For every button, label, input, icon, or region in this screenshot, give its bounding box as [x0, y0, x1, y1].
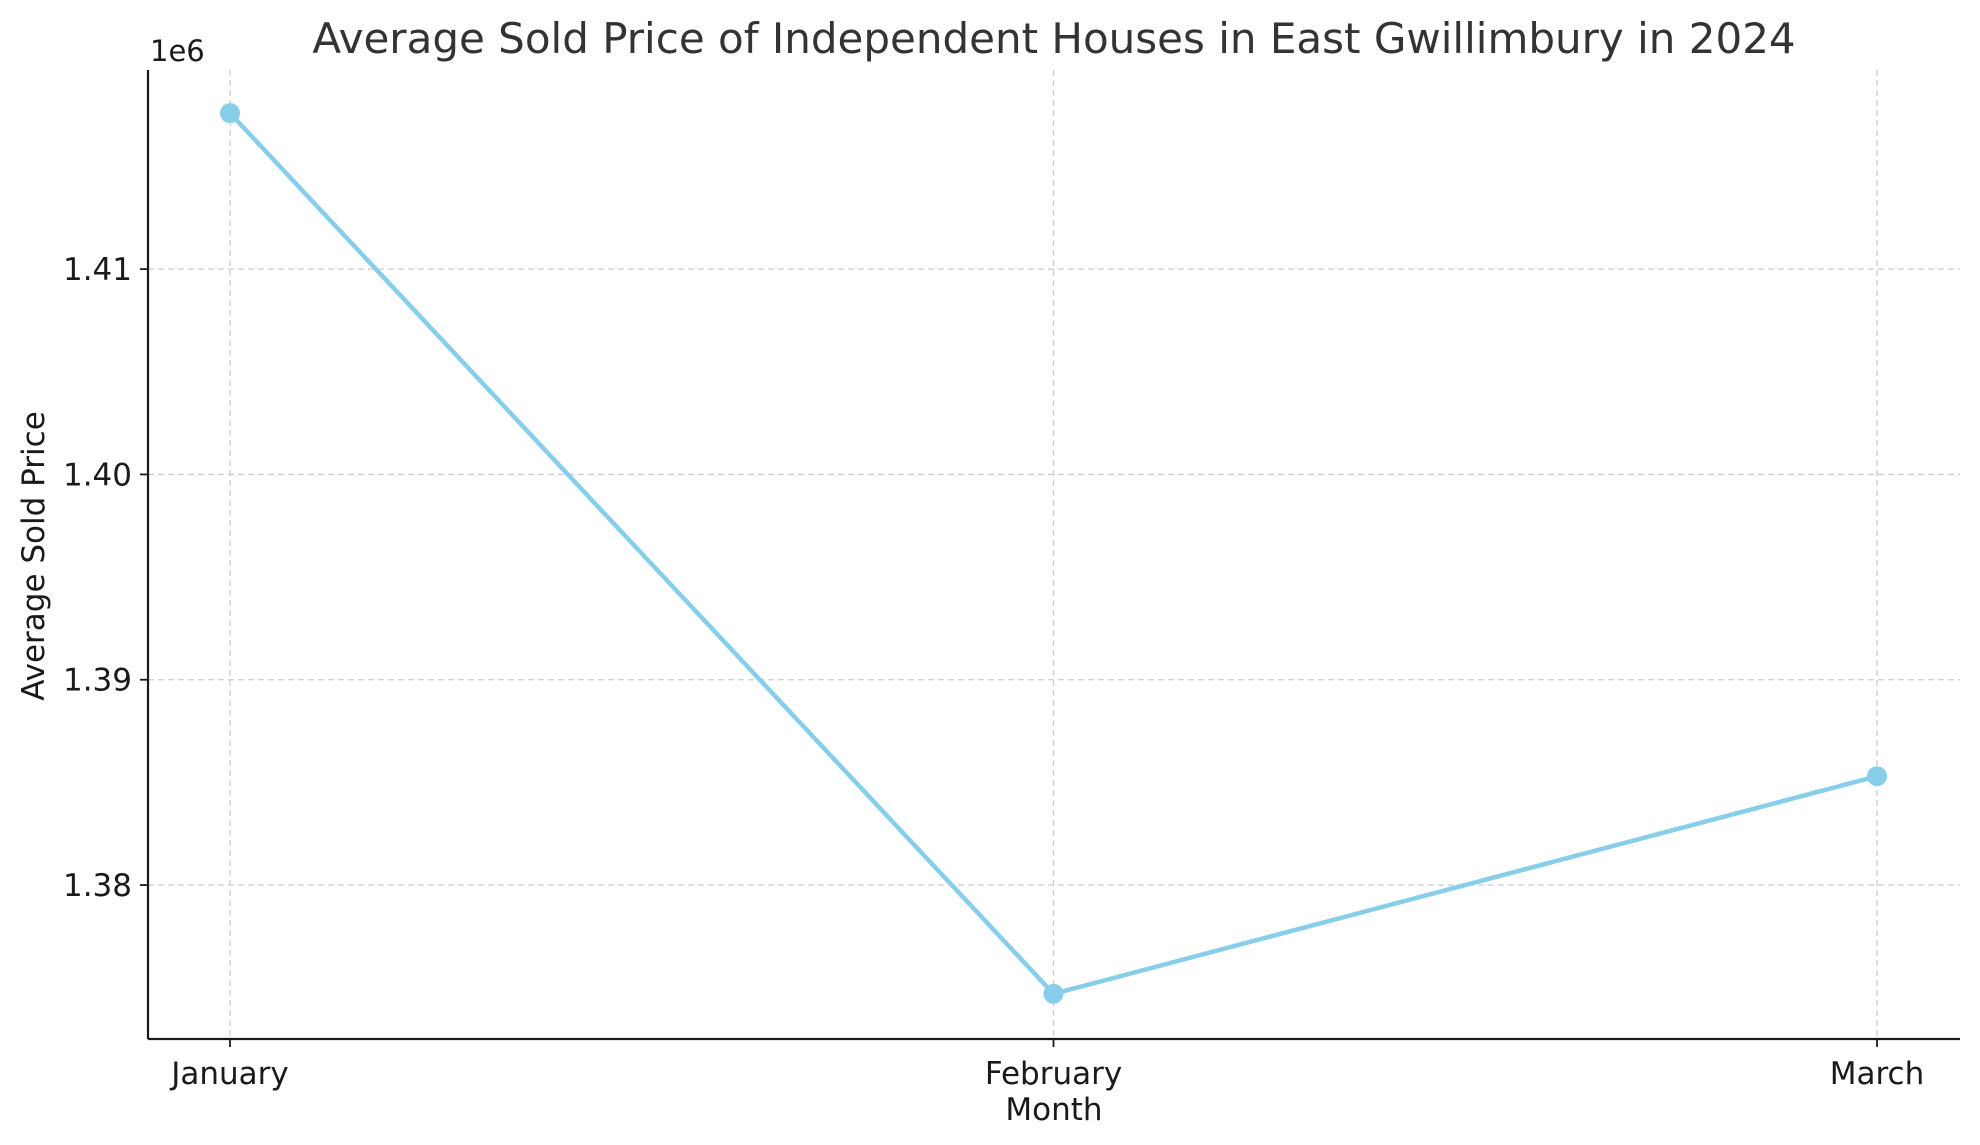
series-layer — [220, 103, 1887, 1004]
x-axis-label: Month — [1005, 1092, 1102, 1128]
y-tick-label: 1.38 — [63, 868, 132, 904]
x-tick-label: March — [1830, 1056, 1925, 1092]
x-tick-label: February — [985, 1056, 1122, 1092]
x-tick-label: January — [169, 1056, 289, 1092]
data-point — [220, 103, 240, 124]
y-tick-label: 1.39 — [63, 663, 132, 699]
data-point — [1043, 983, 1064, 1004]
y-tick-label: 1.40 — [63, 457, 132, 493]
y-tick-label: 1.41 — [63, 252, 132, 288]
y-axis-offset-label: 1e6 — [150, 34, 205, 68]
ticks: January February March 1.38 1.39 1.40 1.41 — [63, 252, 1924, 1092]
grid — [148, 70, 1960, 1039]
chart-title: Average Sold Price of Independent Houses… — [312, 14, 1795, 63]
data-point — [1867, 766, 1887, 787]
y-axis-label: Average Sold Price — [16, 411, 52, 701]
